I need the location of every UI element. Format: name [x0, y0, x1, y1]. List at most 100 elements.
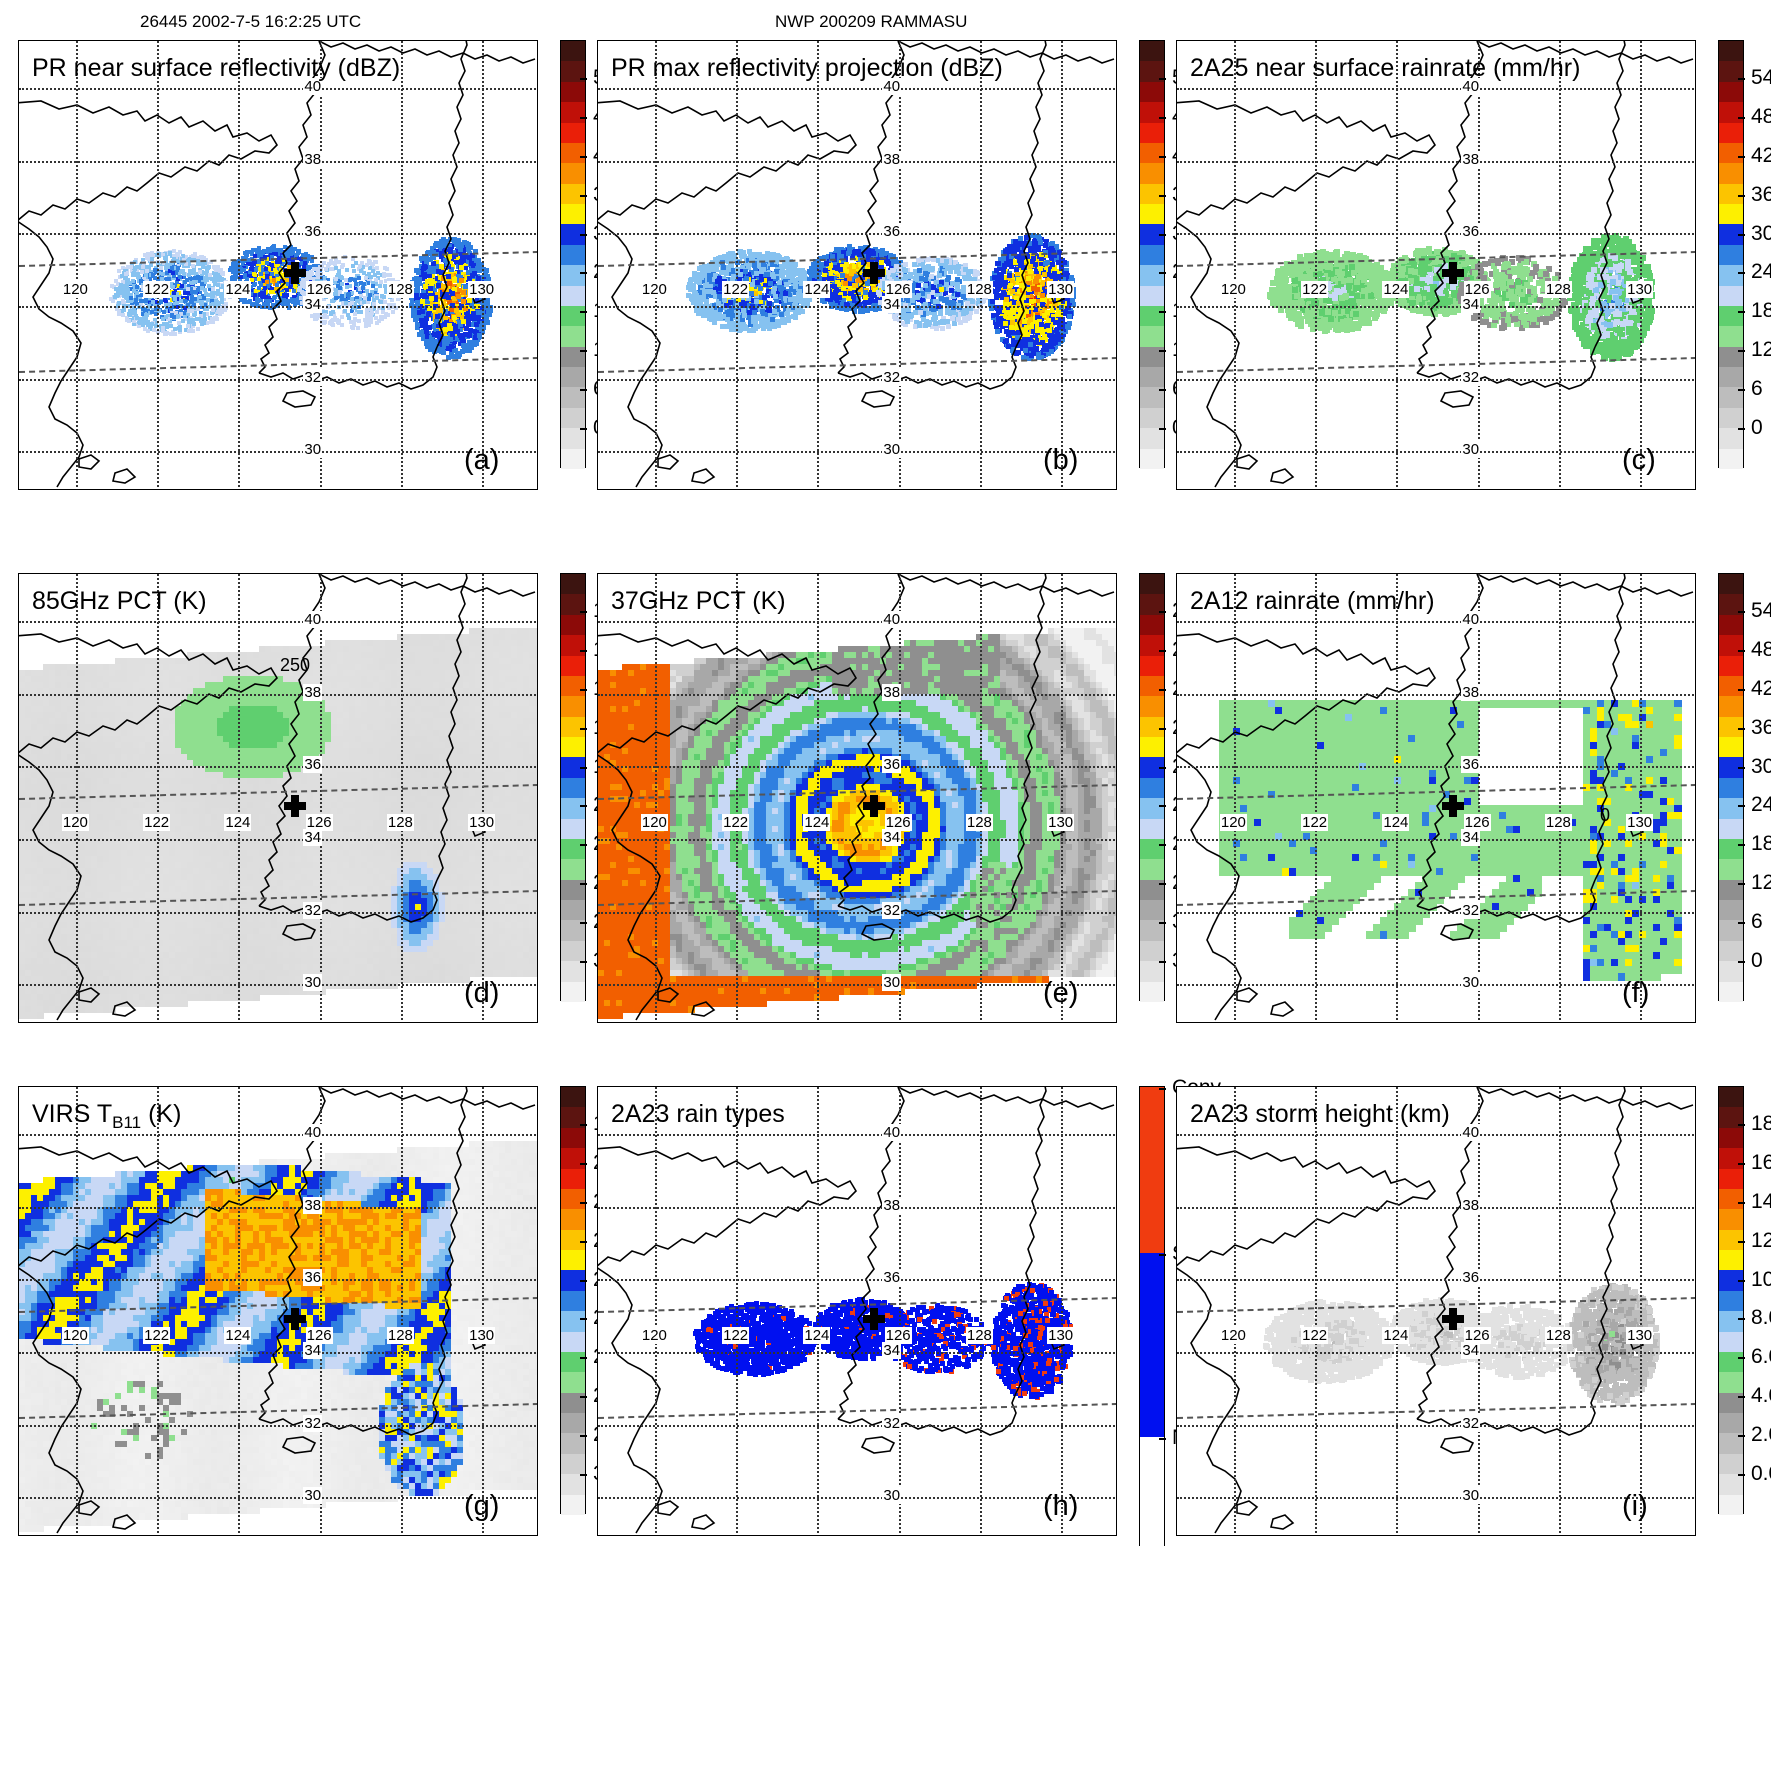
lat-label: 30 — [303, 1487, 322, 1504]
lon-label: 124 — [224, 1327, 251, 1344]
graticule-parallel — [598, 984, 1117, 986]
colorbar-segment — [1140, 41, 1164, 61]
map-c[interactable]: 120 122 124 126 128 130 40 38 36 34 32 30 — [1176, 40, 1696, 490]
lat-label: 36 — [303, 223, 322, 240]
lat-label: 40 — [1461, 611, 1480, 628]
colorbar-tick — [580, 922, 587, 924]
colorbar-tick — [1738, 1124, 1745, 1126]
colorbar-segment — [561, 615, 585, 635]
colorbar-segment — [561, 41, 585, 61]
graticule-parallel — [598, 1497, 1117, 1499]
lat-label: 36 — [882, 756, 901, 773]
graticule-meridian — [238, 574, 240, 1023]
colorbar-tick — [580, 1396, 587, 1398]
colorbar-tick — [1738, 1280, 1745, 1282]
colorbar-segment — [1719, 245, 1743, 265]
graticule-parallel — [598, 621, 1117, 623]
colorbar-segment — [1719, 1474, 1743, 1494]
colorbar-segment — [561, 428, 585, 448]
lon-label: 122 — [722, 1327, 749, 1344]
colorbar-f — [1718, 573, 1744, 1001]
lat-label: 34 — [303, 296, 322, 313]
panel-label-f: (f) — [1622, 977, 1649, 1010]
colorbar-segment — [561, 1189, 585, 1209]
graticule-parallel — [19, 379, 538, 381]
colorbar-segment — [561, 163, 585, 183]
map-d[interactable]: 120 122 124 126 128 130 40 38 36 34 32 30 — [18, 573, 538, 1023]
colorbar-segment — [1719, 326, 1743, 346]
map-e[interactable]: 120 122 124 126 128 130 40 38 36 34 32 30 — [597, 573, 1117, 1023]
map-b[interactable]: 120 122 124 126 128 130 40 38 36 34 32 30 — [597, 40, 1117, 490]
graticule-meridian — [1061, 41, 1063, 490]
lat-label: 34 — [1461, 829, 1480, 846]
coastline — [598, 41, 1117, 490]
colorbar-tick — [580, 689, 587, 691]
colorbar-segment — [1140, 961, 1164, 981]
lon-label: 122 — [143, 1327, 170, 1344]
colorbar-segment — [561, 859, 585, 879]
colorbar-segment — [1719, 1352, 1743, 1372]
map-a[interactable]: 120 122 124 126 128 130 40 38 36 34 32 30 — [18, 40, 538, 490]
colorbar-segment — [1719, 656, 1743, 676]
colorbar-tick-label: 12 — [1751, 338, 1771, 362]
graticule-parallel — [1177, 306, 1696, 308]
panel-label-h: (h) — [1043, 1490, 1078, 1523]
storm-center-cross — [863, 795, 885, 817]
storm-center-cross — [284, 795, 306, 817]
colorbar-segment — [561, 1352, 585, 1372]
map-h[interactable]: 120 122 124 126 128 130 40 38 36 34 32 30 — [597, 1086, 1117, 1536]
colorbar-tick — [1159, 611, 1166, 613]
graticule-meridian — [1640, 41, 1642, 490]
graticule-parallel — [19, 621, 538, 623]
colorbar-tick-label: 14.0 — [1751, 1190, 1771, 1214]
panel-title-d: 85GHz PCT (K) — [32, 587, 207, 616]
map-f[interactable]: 120 122 124 126 128 130 40 38 36 34 32 30 — [1176, 573, 1696, 1023]
colorbar-tick — [580, 350, 587, 352]
graticule-meridian — [817, 41, 819, 490]
colorbar-segment — [561, 635, 585, 655]
colorbar-segment — [1719, 367, 1743, 387]
panel-title-a: PR near surface reflectivity (dBZ) — [32, 54, 400, 83]
lon-label: 130 — [1626, 814, 1653, 831]
lon-label: 122 — [143, 281, 170, 298]
lat-label: 34 — [1461, 296, 1480, 313]
lat-label: 36 — [303, 756, 322, 773]
colorbar-tick — [1738, 389, 1745, 391]
colorbar-segment — [1719, 1250, 1743, 1270]
lat-label: 36 — [1461, 223, 1480, 240]
colorbar-tick — [1738, 428, 1745, 430]
lat-label: 36 — [882, 1269, 901, 1286]
colorbar-tick — [1738, 311, 1745, 313]
colorbar-g — [560, 1086, 586, 1514]
graticule-meridian — [1640, 574, 1642, 1023]
panel-label-g: (g) — [464, 1490, 499, 1523]
lat-label: 30 — [1461, 974, 1480, 991]
colorbar-segment — [1719, 961, 1743, 981]
header-scan-id: 26445 2002-7-5 16:2:25 UTC — [140, 12, 361, 32]
lon-label: 124 — [803, 814, 830, 831]
colorbar-segment — [1719, 163, 1743, 183]
colorbar-segment — [561, 839, 585, 859]
colorbar-segment — [1719, 204, 1743, 224]
graticule-meridian — [1396, 1087, 1398, 1536]
colorbar-segment — [1719, 41, 1743, 61]
lat-label: 34 — [882, 296, 901, 313]
colorbar-segment — [561, 326, 585, 346]
map-i[interactable]: 120 122 124 126 128 130 40 38 36 34 32 30 — [1176, 1086, 1696, 1536]
colorbar-tick — [1738, 961, 1745, 963]
colorbar-tick-label: 24 — [1751, 260, 1771, 284]
map-inner-c: 120 122 124 126 128 130 40 38 36 34 32 30 — [1177, 41, 1695, 489]
lon-label: 124 — [803, 1327, 830, 1344]
colorbar-segment — [561, 819, 585, 839]
lat-label: 40 — [882, 611, 901, 628]
colorbar-tick — [1738, 689, 1745, 691]
graticule-parallel — [1177, 1425, 1696, 1427]
colorbar-tick — [580, 883, 587, 885]
graticule-parallel — [19, 451, 538, 453]
colorbar-tick — [580, 156, 587, 158]
graticule-meridian — [76, 41, 78, 490]
graticule-meridian — [1061, 1087, 1063, 1536]
colorbar-tick-label: 18 — [1751, 832, 1771, 856]
map-g[interactable]: 120 122 124 126 128 130 40 38 36 34 32 30 — [18, 1086, 538, 1536]
colorbar-tick — [1738, 922, 1745, 924]
